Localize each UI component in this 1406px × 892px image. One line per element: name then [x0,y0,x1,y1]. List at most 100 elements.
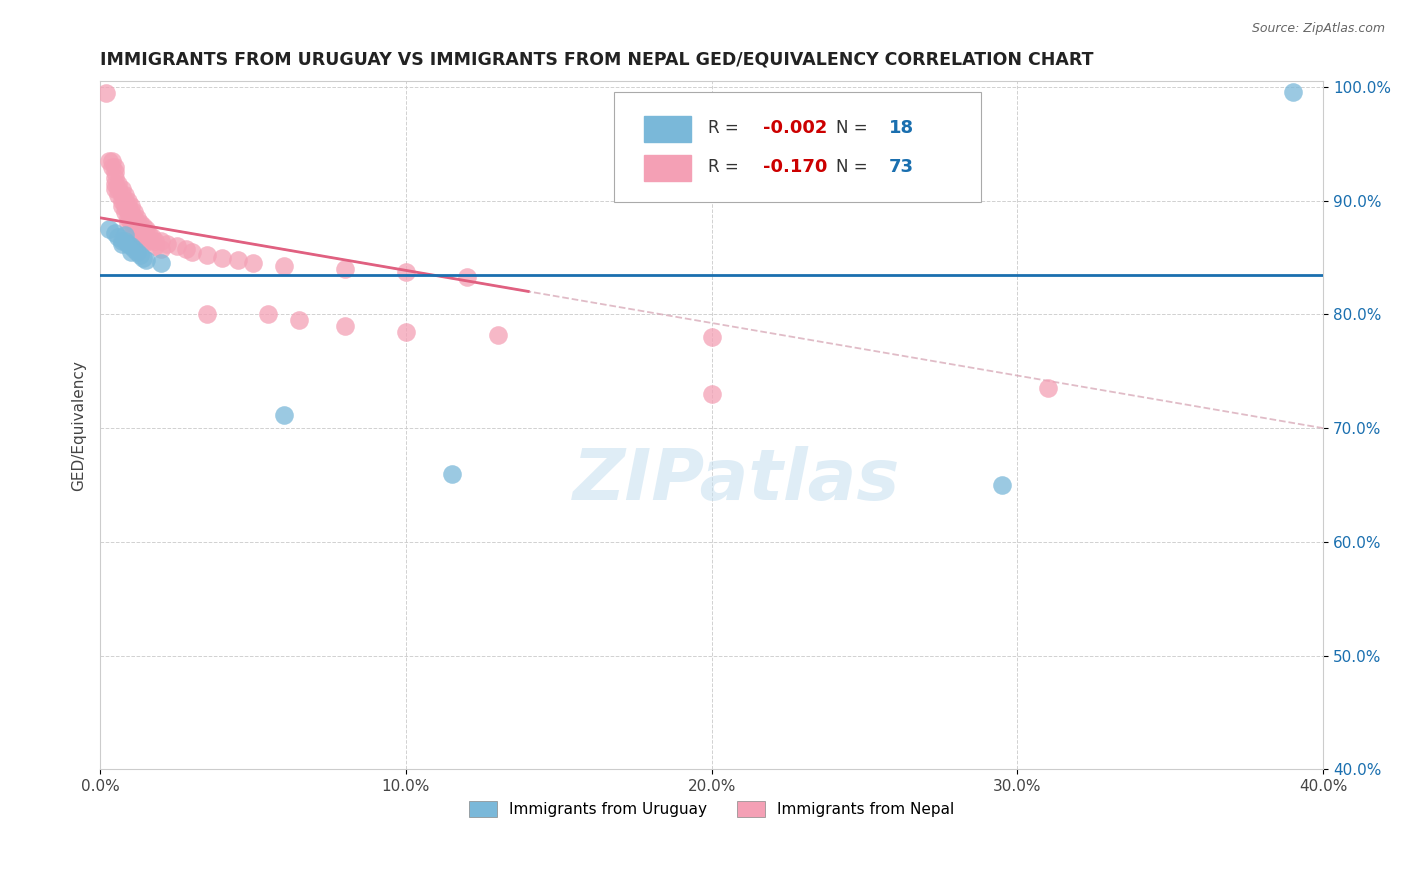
Point [395,265,418,279]
Point [104,226,127,240]
Point [143,239,166,253]
Text: 73: 73 [889,159,914,177]
Point [135,227,157,242]
Point [114,188,136,202]
Point [273,408,295,422]
Point [120,205,142,219]
Point [128,248,150,262]
Point [98,222,121,236]
Point [104,160,127,174]
Point [288,313,311,327]
Point [114,227,136,242]
Point [700,330,723,344]
Point [107,182,129,196]
Text: R =: R = [709,159,744,177]
Point [440,467,463,481]
Point [120,244,142,259]
Point [125,222,148,236]
Point [333,262,356,277]
Y-axis label: GED/Equivalency: GED/Equivalency [72,359,86,491]
Legend: Immigrants from Uruguay, Immigrants from Nepal: Immigrants from Uruguay, Immigrants from… [463,796,960,823]
Point [128,227,150,242]
Point [122,242,145,256]
Point [242,256,264,270]
Point [98,153,121,168]
Point [700,387,723,401]
Point [211,251,233,265]
Point [132,219,155,233]
Point [104,165,127,179]
Point [486,327,509,342]
FancyBboxPatch shape [644,155,690,181]
Text: IMMIGRANTS FROM URUGUAY VS IMMIGRANTS FROM NEPAL GED/EQUIVALENCY CORRELATION CHA: IMMIGRANTS FROM URUGUAY VS IMMIGRANTS FR… [100,51,1094,69]
Point [104,182,127,196]
Point [117,205,139,219]
Point [122,211,145,225]
Point [195,248,218,262]
Point [135,252,157,267]
Point [138,227,160,242]
Point [132,226,155,240]
Point [110,199,132,213]
Point [135,234,157,248]
Point [110,194,132,208]
Point [143,234,166,248]
Point [150,242,173,256]
Point [114,205,136,219]
Point [110,182,132,196]
Point [101,160,124,174]
Point [138,234,160,248]
Point [125,244,148,259]
Point [114,194,136,208]
Text: ZIPatlas: ZIPatlas [572,446,900,515]
Point [110,234,132,248]
Point [195,308,218,322]
FancyBboxPatch shape [614,92,981,202]
Point [117,217,139,231]
Point [120,239,142,253]
Point [226,252,249,267]
Point [991,478,1014,492]
Point [1281,85,1303,99]
Point [117,194,139,208]
Text: N =: N = [837,159,873,177]
Point [395,325,418,339]
Point [273,259,295,273]
Point [120,211,142,225]
Point [114,199,136,213]
Point [117,211,139,225]
Point [122,222,145,236]
Point [180,244,202,259]
Point [107,188,129,202]
Point [122,217,145,231]
Text: -0.002: -0.002 [763,120,828,137]
Point [128,217,150,231]
Point [96,86,118,100]
Point [132,231,155,245]
Point [174,242,197,256]
Point [104,177,127,191]
Point [125,211,148,225]
Point [135,222,157,236]
Point [104,171,127,186]
Point [101,153,124,168]
Point [156,236,179,251]
Point [110,236,132,251]
FancyBboxPatch shape [644,116,690,142]
Point [333,318,356,333]
Point [132,251,155,265]
Point [257,308,280,322]
Point [122,205,145,219]
Point [110,188,132,202]
Text: R =: R = [709,120,744,137]
Text: N =: N = [837,120,873,137]
Text: 18: 18 [889,120,914,137]
Point [117,199,139,213]
Point [117,236,139,251]
Point [141,230,163,244]
Point [456,269,478,284]
Point [150,234,173,248]
Point [125,217,148,231]
Point [107,230,129,244]
Point [114,234,136,248]
